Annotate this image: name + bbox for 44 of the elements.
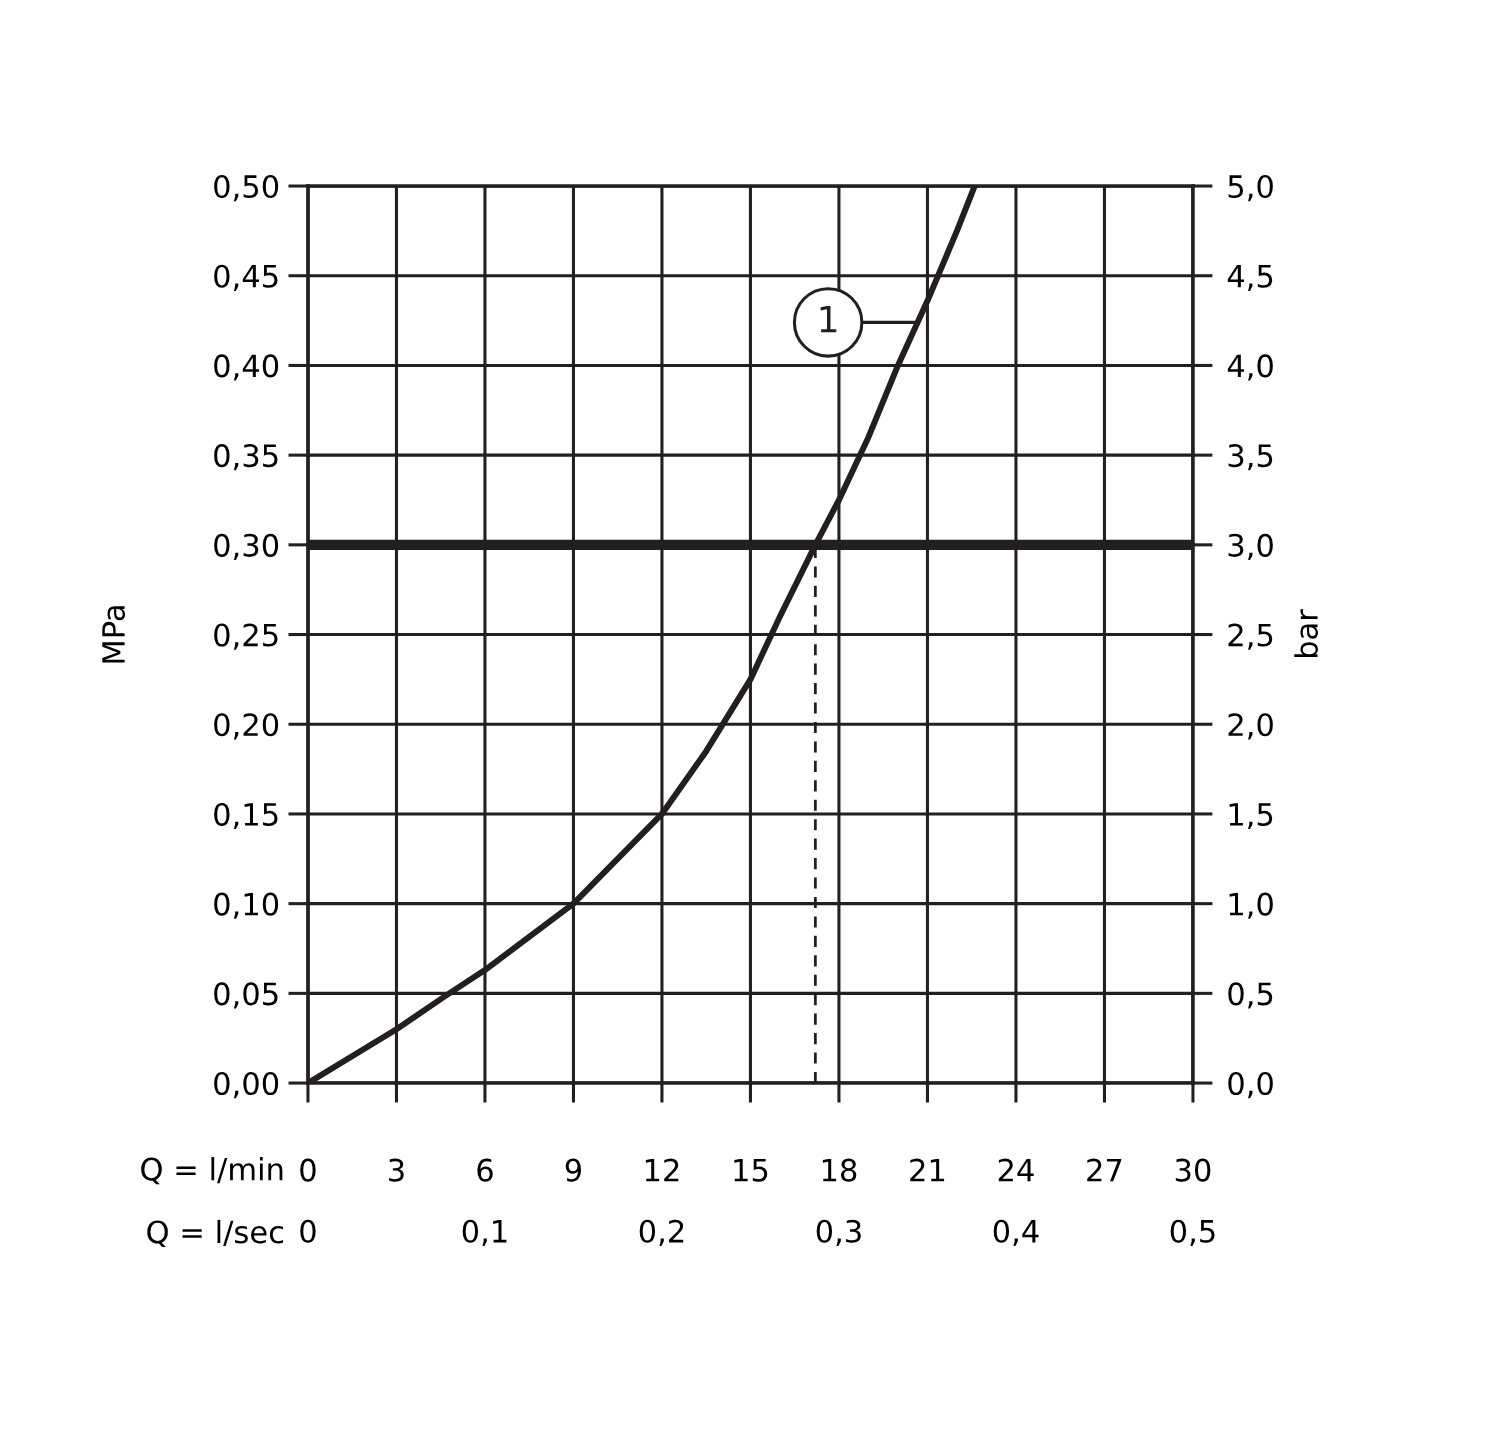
x-tick-label: 3 bbox=[389, 1158, 404, 1182]
y2-tick-label: 0,0 bbox=[1228, 1071, 1273, 1099]
y2-tick-label: 0,5 bbox=[1228, 982, 1273, 1009]
y2-tick-label: 2,0 bbox=[1228, 713, 1273, 740]
x-tick-label: 21 bbox=[910, 1158, 945, 1182]
y-tick-label: 0,15 bbox=[214, 802, 278, 830]
x-tick-label: 27 bbox=[1087, 1158, 1122, 1182]
x2-axis-title: Q = l/sec bbox=[147, 1219, 284, 1248]
y-tick-label: 0,45 bbox=[214, 264, 278, 291]
y2-tick-label: 5,0 bbox=[1228, 174, 1273, 202]
x2-tick-label: 0,1 bbox=[462, 1219, 507, 1246]
x-tick-label: 12 bbox=[645, 1158, 679, 1182]
y-tick-label: 0,35 bbox=[214, 444, 278, 471]
y2-tick-label: 4,0 bbox=[1227, 354, 1273, 381]
x-tick-label: 0 bbox=[300, 1158, 316, 1182]
y-tick-label: 0,30 bbox=[214, 533, 279, 560]
y-tick-label: 0,10 bbox=[214, 892, 279, 919]
y2-tick-label: 1,0 bbox=[1229, 892, 1273, 919]
x-tick-label: 30 bbox=[1175, 1158, 1211, 1182]
y2-tick-label: 3,5 bbox=[1228, 444, 1273, 471]
y-tick-label: 0,00 bbox=[214, 1071, 279, 1099]
x-tick-label: 9 bbox=[565, 1158, 582, 1182]
y-tick-label: 0,40 bbox=[214, 354, 279, 381]
x2-tick-label: 0 bbox=[300, 1219, 316, 1243]
y2-tick-label: 4,5 bbox=[1227, 265, 1273, 291]
y-tick-label: 0,05 bbox=[214, 982, 278, 1009]
y2-tick-label: 2,5 bbox=[1228, 623, 1273, 650]
x2-tick-label: 0,5 bbox=[1170, 1219, 1215, 1246]
x2-tick-label: 0,2 bbox=[639, 1219, 684, 1246]
x-tick-label: 15 bbox=[734, 1159, 768, 1182]
y-tick-label: 0,25 bbox=[214, 623, 278, 650]
y2-tick-label: 3,0 bbox=[1228, 533, 1273, 560]
y-axis-title: MPa bbox=[102, 606, 126, 663]
y2-axis-title: bar bbox=[1294, 609, 1318, 658]
x-axis-title: Q = l/min bbox=[141, 1157, 283, 1185]
x-tick-label: 18 bbox=[822, 1158, 857, 1182]
y2-tick-label: 1,5 bbox=[1229, 803, 1273, 830]
x2-tick-label: 0,3 bbox=[816, 1219, 861, 1246]
x-tick-label: 6 bbox=[477, 1158, 493, 1182]
x2-tick-label: 0,4 bbox=[993, 1219, 1039, 1246]
annotation: 1 bbox=[820, 306, 837, 333]
y-tick-label: 0,20 bbox=[214, 713, 279, 740]
y-tick-label: 0,50 bbox=[214, 174, 279, 202]
x-tick-label: 24 bbox=[998, 1158, 1034, 1182]
